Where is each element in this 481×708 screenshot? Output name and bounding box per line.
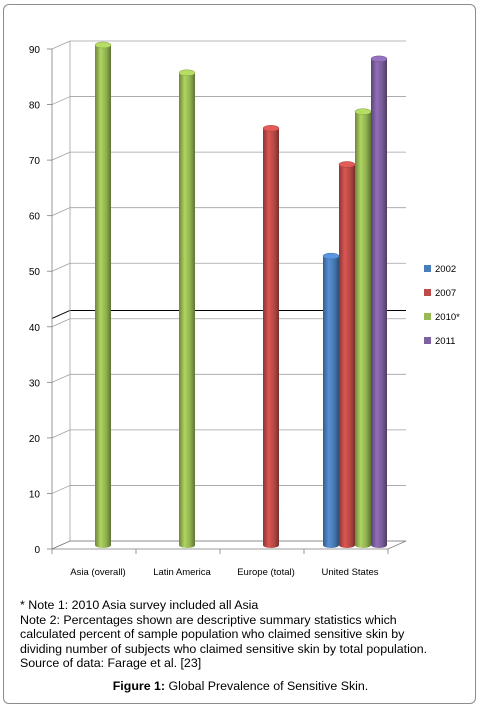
y-tick-label: 50 [29, 267, 41, 278]
gridline-depth [51, 207, 71, 217]
bar [339, 164, 355, 548]
x-tick-label: United States [321, 567, 378, 578]
note-line: calculated percent of sample population … [20, 627, 405, 642]
bar-top [178, 69, 196, 77]
legend-swatch [424, 337, 431, 344]
figure-caption: Figure 1: Global Prevalence of Sensitive… [0, 679, 481, 693]
gridline-depth [51, 373, 71, 383]
bar-top [338, 161, 356, 168]
note-line: dividing number of subjects who claimed … [20, 641, 428, 656]
bar-top [322, 252, 340, 260]
gridline-depth [51, 262, 71, 272]
gridline-depth [51, 429, 71, 439]
chart: 0 10 20 30 40 50 60 70 80 90 Asia (overall) Latin … [29, 40, 460, 578]
legend-label: 2010* [435, 312, 460, 323]
note-line: Note 2: Percentages shown are descriptiv… [20, 612, 397, 627]
x-tick-label: Latin America [153, 567, 211, 578]
gridline-depth [51, 318, 71, 328]
x-axis-labels: Asia (overall) Latin America Europe (total… [70, 567, 378, 578]
bar [179, 72, 195, 549]
note-line: * Note 1: 2010 Asia survey included all … [20, 598, 259, 612]
gridline-depth [51, 40, 71, 50]
legend-label: 2002 [435, 264, 456, 275]
caption-label: Figure 1: [112, 679, 166, 693]
gridline-depth [51, 485, 71, 494]
legend-swatch [424, 289, 431, 296]
notes: * Note 1: 2010 Asia survey included all … [20, 598, 460, 671]
y-tick-label: 10 [29, 489, 41, 500]
x-tick-label: Asia (overall) [70, 567, 125, 578]
bar [323, 256, 339, 548]
note-line: Source of data: Farage et al. [23] [20, 656, 202, 671]
bar [263, 128, 279, 549]
x-tick-label: Europe (total) [237, 567, 295, 578]
bar-top [262, 125, 280, 132]
y-axis: 0 10 20 30 40 50 60 70 80 90 [29, 41, 407, 556]
y-tick-label: 20 [29, 434, 41, 445]
gridline-depth [51, 151, 71, 161]
bars [94, 41, 388, 549]
y-tick-label: 90 [29, 45, 41, 56]
reference-line-depth [51, 309, 71, 319]
y-tick-label: 0 [34, 545, 40, 556]
y-tick-label: 80 [29, 101, 41, 112]
figure-frame [3, 4, 476, 704]
legend-swatch [424, 265, 431, 272]
bar-top [94, 41, 112, 49]
bar-top [370, 55, 388, 63]
legend-label: 2007 [435, 288, 456, 299]
bar [355, 111, 371, 549]
gridline-depth [51, 96, 71, 105]
legend-label: 2011 [435, 336, 455, 347]
legend: 2002 2007 2010* 2011 [424, 264, 460, 347]
bar [95, 45, 111, 548]
bar-top [354, 108, 372, 115]
caption-text: Global Prevalence of Sensitive Skin. [165, 679, 369, 693]
y-tick-label: 70 [29, 156, 41, 167]
legend-swatch [424, 313, 431, 320]
bar [371, 58, 387, 549]
y-tick-label: 30 [29, 378, 41, 389]
y-tick-label: 60 [29, 212, 41, 223]
floor [51, 540, 407, 550]
y-tick-label: 40 [29, 323, 41, 334]
